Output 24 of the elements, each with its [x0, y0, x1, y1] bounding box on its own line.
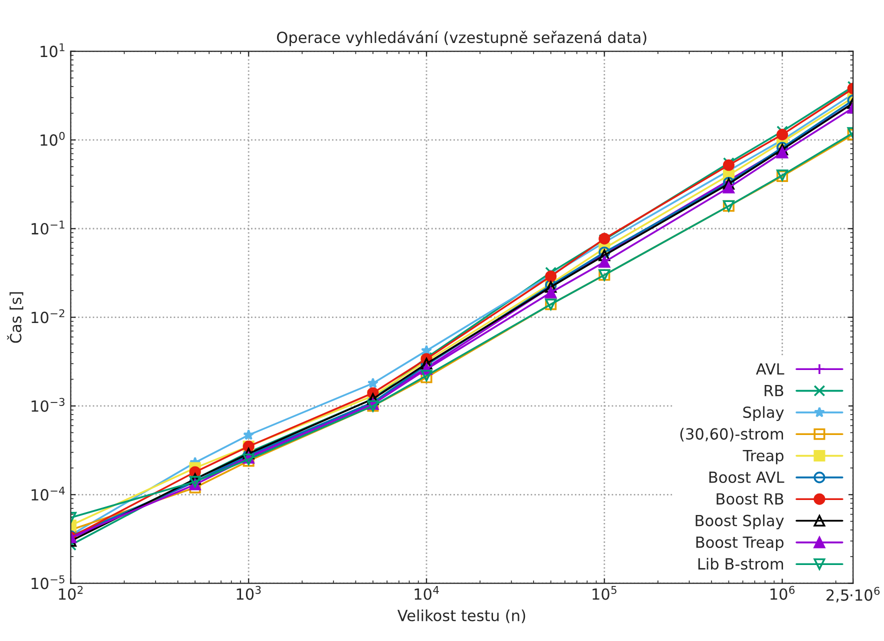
x-tick-label: 10$^{4}$ — [414, 586, 439, 600]
y-tick-label: 10$^{−4}$ — [32, 486, 65, 501]
legend-label: Boost Treap — [696, 536, 784, 551]
legend-label: (30,60)-strom — [680, 428, 784, 442]
x-tick-label: 2,5·10$^{6}$ — [826, 586, 880, 602]
y-tick-label: 10$^{−1}$ — [32, 220, 64, 235]
legend-label: AVL — [756, 363, 784, 374]
y-axis-title: Čas [s] — [7, 292, 24, 343]
legend-label: Boost AVL — [709, 472, 784, 484]
legend-label: Boost Splay — [696, 514, 784, 530]
y-tick-label: 10$^{−2}$ — [32, 309, 64, 324]
y-tick-label: 10$^{1}$ — [40, 43, 64, 58]
legend-label: Treap — [742, 450, 784, 464]
x-tick-label: 10$^{3}$ — [236, 586, 261, 600]
legend-label: RB — [764, 385, 784, 396]
legend-label: Splay — [743, 406, 784, 421]
y-tick-label: 10$^{0}$ — [40, 132, 65, 146]
x-axis-title: Velikost testu (n) — [397, 609, 526, 624]
y-tick-label: 10$^{−3}$ — [32, 398, 64, 412]
legend-label: Lib B-strom — [698, 558, 784, 570]
legend-label: Boost RB — [716, 493, 784, 505]
chart-title: Operace vyhledávání (vzestupně seřazená data) — [277, 30, 646, 46]
x-tick-label: 10$^{6}$ — [770, 586, 795, 600]
x-tick-label: 10$^{5}$ — [592, 586, 616, 600]
